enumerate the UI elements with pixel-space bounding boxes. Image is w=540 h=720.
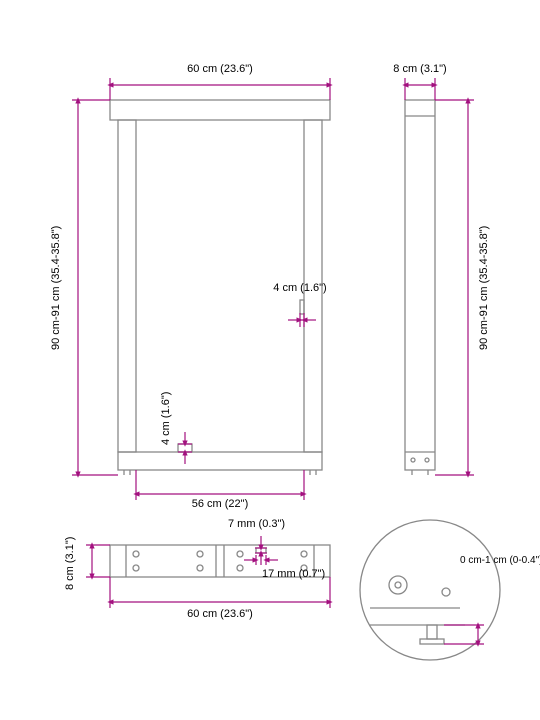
label-inner-gap: 4 cm (1.6") (240, 282, 360, 294)
label-plate-slot: 17 mm (0.7") (262, 568, 362, 580)
label-plate-height: 8 cm (3.1") (64, 528, 76, 598)
label-plate-thick: 7 mm (0.3") (228, 518, 308, 530)
label-inner-width: 56 cm (22") (136, 498, 304, 510)
detail-circle (360, 520, 500, 660)
side-view (405, 100, 435, 475)
label-left-height: 90 cm-91 cm (35.4-35.8") (50, 100, 62, 475)
label-plate-width: 60 cm (23.6") (110, 608, 330, 620)
label-right-height: 90 cm-91 cm (35.4-35.8") (478, 100, 490, 475)
label-top-width: 60 cm (23.6") (110, 63, 330, 75)
dimension-lines (72, 78, 484, 644)
label-inner-gap2: 4 cm (1.6") (160, 378, 172, 458)
label-side-width: 8 cm (3.1") (380, 63, 460, 75)
label-foot-adjust: 0 cm-1 cm (0-0.4") (460, 555, 540, 567)
